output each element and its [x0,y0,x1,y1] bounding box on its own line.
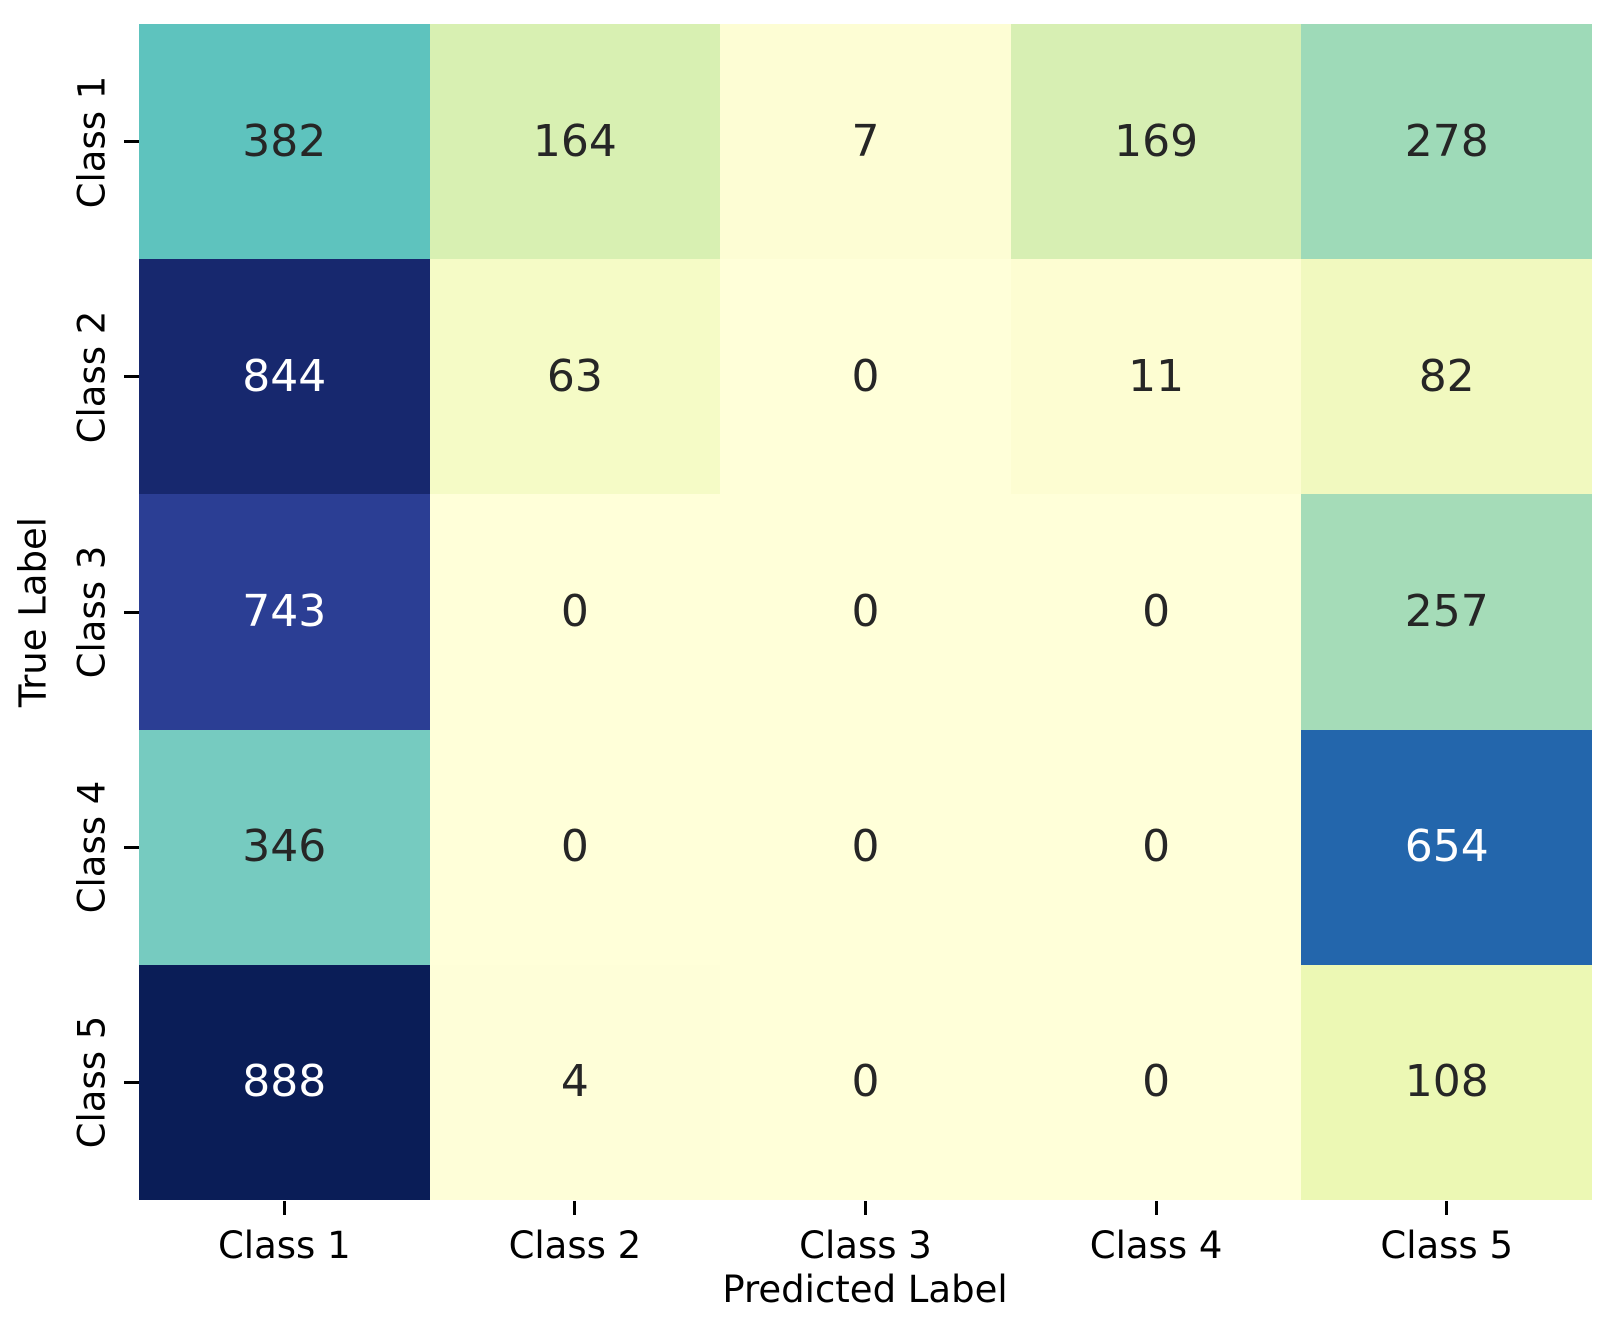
y-tick-label-3: Class 3 [70,545,114,679]
x-tick-mark [573,1201,577,1215]
heatmap-cell-r5c2: 4 [429,964,721,1200]
heatmap-cell-r2c1: 844 [139,259,430,495]
heatmap-cell-r1c3: 7 [720,24,1011,260]
y-tick-label-1: Class 1 [70,75,114,208]
heatmap-cell-r5c1: 888 [139,964,430,1200]
heatmap-cell-r4c2: 0 [429,729,721,965]
heatmap-cell-r2c3: 0 [720,259,1011,495]
x-tick-mark [282,1201,286,1215]
x-tick-mark [1154,1201,1158,1215]
heatmap-cell-r4c5: 654 [1301,729,1592,965]
y-tick-label-4: Class 4 [70,780,114,914]
heatmap-cell-r1c2: 164 [429,24,721,260]
x-tick-label-2: Class 2 [508,1224,642,1267]
heatmap-cell-r2c2: 63 [429,259,721,495]
y-tick-mark [124,1080,139,1084]
heatmap-cell-r4c3: 0 [720,729,1011,965]
heatmap-cell-r3c2: 0 [429,494,721,730]
y-axis-label: True Label [11,516,55,708]
y-tick-label-2: Class 2 [70,310,114,444]
y-tick-mark [124,140,139,144]
x-tick-label-1: Class 1 [217,1224,351,1267]
heatmap-cell-r2c5: 82 [1301,259,1592,495]
heatmap-cell-r3c5: 257 [1301,494,1592,730]
y-tick-mark [124,610,139,614]
heatmap-cell-r1c5: 278 [1301,24,1592,260]
y-tick-label-5: Class 5 [70,1016,114,1149]
heatmap-cell-r3c3: 0 [720,494,1011,730]
x-tick-label-4: Class 4 [1089,1224,1223,1267]
heatmap-grid: 382 164 7 169 278 844 63 0 11 82 743 0 0 0 257 346 0 0 0 65… [139,24,1592,1200]
heatmap-cell-r1c1: 382 [139,24,430,260]
heatmap-cell-r4c1: 346 [139,729,430,965]
heatmap-cell-r4c4: 0 [1010,729,1302,965]
heatmap-cell-r3c4: 0 [1010,494,1302,730]
heatmap-cell-r3c1: 743 [139,494,430,730]
y-tick-mark [124,845,139,849]
x-tick-mark [864,1201,867,1215]
heatmap-cell-r5c4: 0 [1010,964,1302,1200]
x-axis-label: Predicted Label [722,1268,1008,1311]
heatmap-cell-r5c3: 0 [720,964,1011,1200]
x-tick-mark [1445,1201,1449,1215]
heatmap-cell-r1c4: 169 [1010,24,1302,260]
heatmap-cell-r5c5: 108 [1301,964,1592,1200]
x-tick-label-5: Class 5 [1380,1224,1514,1267]
y-tick-mark [124,375,139,379]
x-tick-label-3: Class 3 [799,1224,932,1267]
heatmap-cell-r2c4: 11 [1010,259,1302,495]
